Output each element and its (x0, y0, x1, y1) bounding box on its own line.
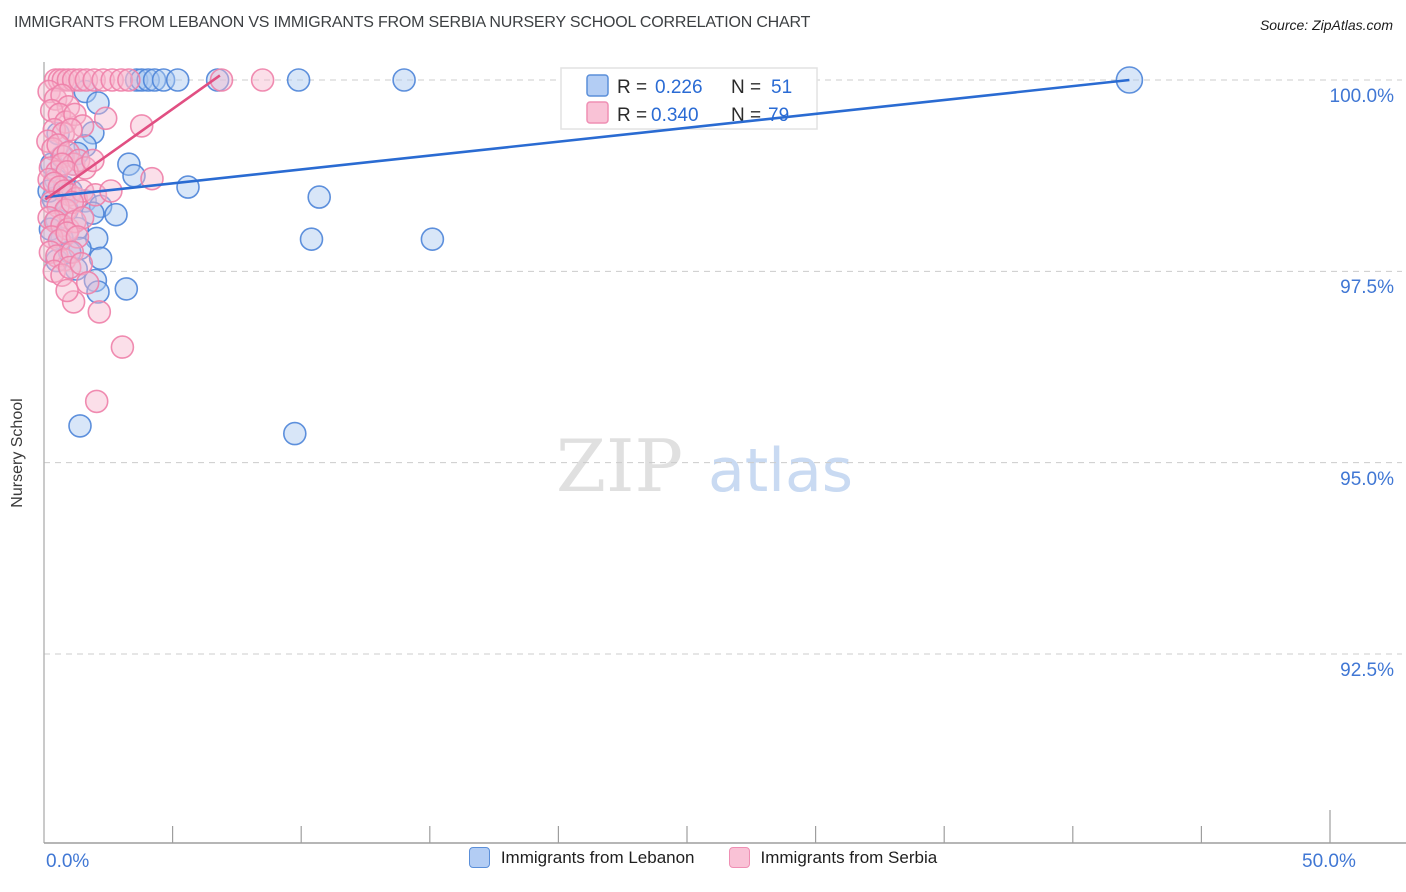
y-tick-label: 97.5% (1340, 277, 1394, 299)
data-point (55, 278, 79, 303)
series-legend: Immigrants from Lebanon Immigrants from … (0, 847, 1406, 868)
scatter-points (36, 66, 1144, 446)
n-label: N = (731, 77, 761, 98)
r-value: 0.226 (655, 77, 703, 98)
data-point (117, 152, 141, 176)
data-point (74, 68, 99, 92)
lebanon-swatch-icon (586, 74, 609, 97)
data-point (82, 68, 106, 92)
data-point (114, 277, 139, 301)
data-point (59, 117, 83, 142)
x-axis-max-label: 50.0% (1302, 851, 1356, 872)
data-point (104, 202, 128, 227)
data-point (142, 68, 167, 92)
data-point (176, 175, 200, 199)
data-point (100, 68, 124, 92)
data-point (165, 68, 190, 92)
data-point (68, 414, 92, 438)
data-point (86, 91, 110, 115)
legend-label: Immigrants from Lebanon (500, 847, 695, 867)
watermark-atlas: atlas (708, 436, 853, 506)
data-point (37, 206, 61, 230)
r-label: R = (617, 77, 647, 98)
data-point (117, 68, 141, 92)
data-point (307, 185, 332, 209)
x-axis-min-label: 0.0% (46, 851, 90, 872)
data-point (151, 68, 176, 92)
legend-item-serbia[interactable]: Immigrants from Serbia (728, 847, 938, 868)
watermark-zip: ZIP (556, 424, 683, 508)
data-point (70, 206, 95, 230)
page-title: IMMIGRANTS FROM LEBANON VS IMMIGRANTS FR… (14, 14, 811, 31)
legend-label: Immigrants from Serbia (760, 847, 938, 867)
data-point (87, 300, 112, 324)
data-point (88, 246, 113, 271)
data-point (93, 106, 118, 131)
data-point (84, 389, 109, 414)
lebanon-swatch-icon (468, 847, 490, 868)
data-point (91, 68, 115, 92)
trend-line (45, 78, 1130, 199)
data-point (37, 79, 61, 104)
data-point (61, 290, 86, 314)
y-tick-label: 100.0% (1329, 86, 1394, 107)
data-point (282, 421, 307, 446)
r-label: R = (617, 105, 647, 126)
data-point (392, 68, 416, 92)
data-point (250, 68, 275, 92)
n-value: 51 (771, 77, 792, 98)
trend-lines (44, 74, 1130, 201)
n-value: 79 (768, 105, 789, 126)
data-point (299, 227, 324, 251)
data-point (110, 335, 135, 359)
data-point (209, 68, 234, 92)
y-tick-label: 95.0% (1340, 468, 1394, 490)
data-point (83, 183, 108, 207)
data-point (75, 270, 100, 295)
data-point (65, 225, 90, 249)
data-point (109, 68, 133, 92)
watermark: ZIP atlas (556, 424, 853, 508)
stats-legend: R = 0.226 N = 51 R = 0.340 N = 79 (560, 67, 818, 130)
data-point (420, 227, 445, 251)
data-point (286, 68, 311, 92)
data-point (81, 148, 105, 173)
y-tick-label: 92.5% (1340, 659, 1394, 681)
trend-line (44, 74, 221, 201)
gridlines (44, 79, 1402, 655)
data-point (63, 102, 87, 127)
serbia-swatch-icon (586, 101, 609, 124)
source-link[interactable]: Source: ZipAtlas.com (1259, 17, 1393, 33)
serbia-swatch-icon (728, 847, 750, 868)
data-point (129, 114, 154, 138)
legend-item-lebanon[interactable]: Immigrants from Lebanon (468, 847, 695, 868)
r-value: 0.340 (651, 105, 699, 126)
